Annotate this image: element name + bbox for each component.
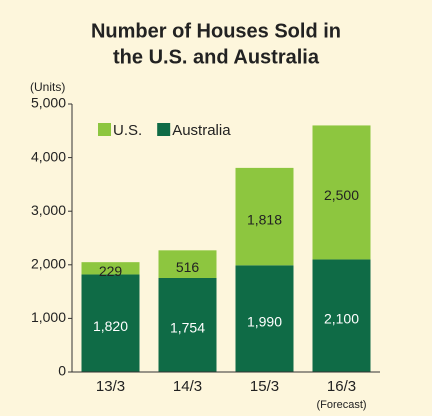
bar-segment bbox=[235, 167, 294, 266]
value-label: 1,818 bbox=[247, 211, 282, 227]
y-tick-label: 2,000 bbox=[31, 256, 66, 272]
legend-swatch bbox=[98, 123, 111, 136]
value-label: 1,820 bbox=[93, 318, 128, 334]
bar-segment bbox=[235, 265, 294, 372]
legend-label: U.S. bbox=[113, 122, 142, 139]
x-tick-label: 14/3 bbox=[173, 378, 202, 395]
category-note: (Forecast) bbox=[316, 399, 366, 411]
bar-segment bbox=[81, 262, 140, 275]
legend-label: Australia bbox=[172, 122, 231, 139]
y-tick-label: 1,000 bbox=[31, 309, 66, 325]
bar-segment bbox=[81, 274, 140, 372]
x-tick-label: 13/3 bbox=[96, 378, 125, 395]
bar-segment bbox=[312, 125, 371, 260]
value-label: 1,754 bbox=[170, 320, 205, 336]
chart-title: the U.S. and Australia bbox=[113, 46, 320, 68]
bar-segment bbox=[158, 250, 217, 278]
x-tick-label: 15/3 bbox=[250, 378, 279, 395]
y-tick-label: 4,000 bbox=[31, 148, 66, 164]
y-unit-label: (Units) bbox=[30, 80, 65, 94]
value-label: 516 bbox=[176, 259, 200, 275]
y-tick-label: 3,000 bbox=[31, 202, 66, 218]
value-label: 2,100 bbox=[324, 310, 359, 326]
chart-title: Number of Houses Sold in bbox=[91, 20, 341, 42]
y-tick-label: 0 bbox=[58, 363, 66, 379]
bar-segment bbox=[158, 277, 217, 372]
value-label: 229 bbox=[99, 263, 123, 279]
value-label: 2,500 bbox=[324, 187, 359, 203]
legend-swatch bbox=[157, 123, 171, 136]
y-tick-label: 5,000 bbox=[31, 95, 66, 111]
bar-segment bbox=[312, 259, 371, 372]
value-label: 1,990 bbox=[247, 313, 282, 329]
x-tick-label: 16/3 bbox=[327, 378, 356, 395]
